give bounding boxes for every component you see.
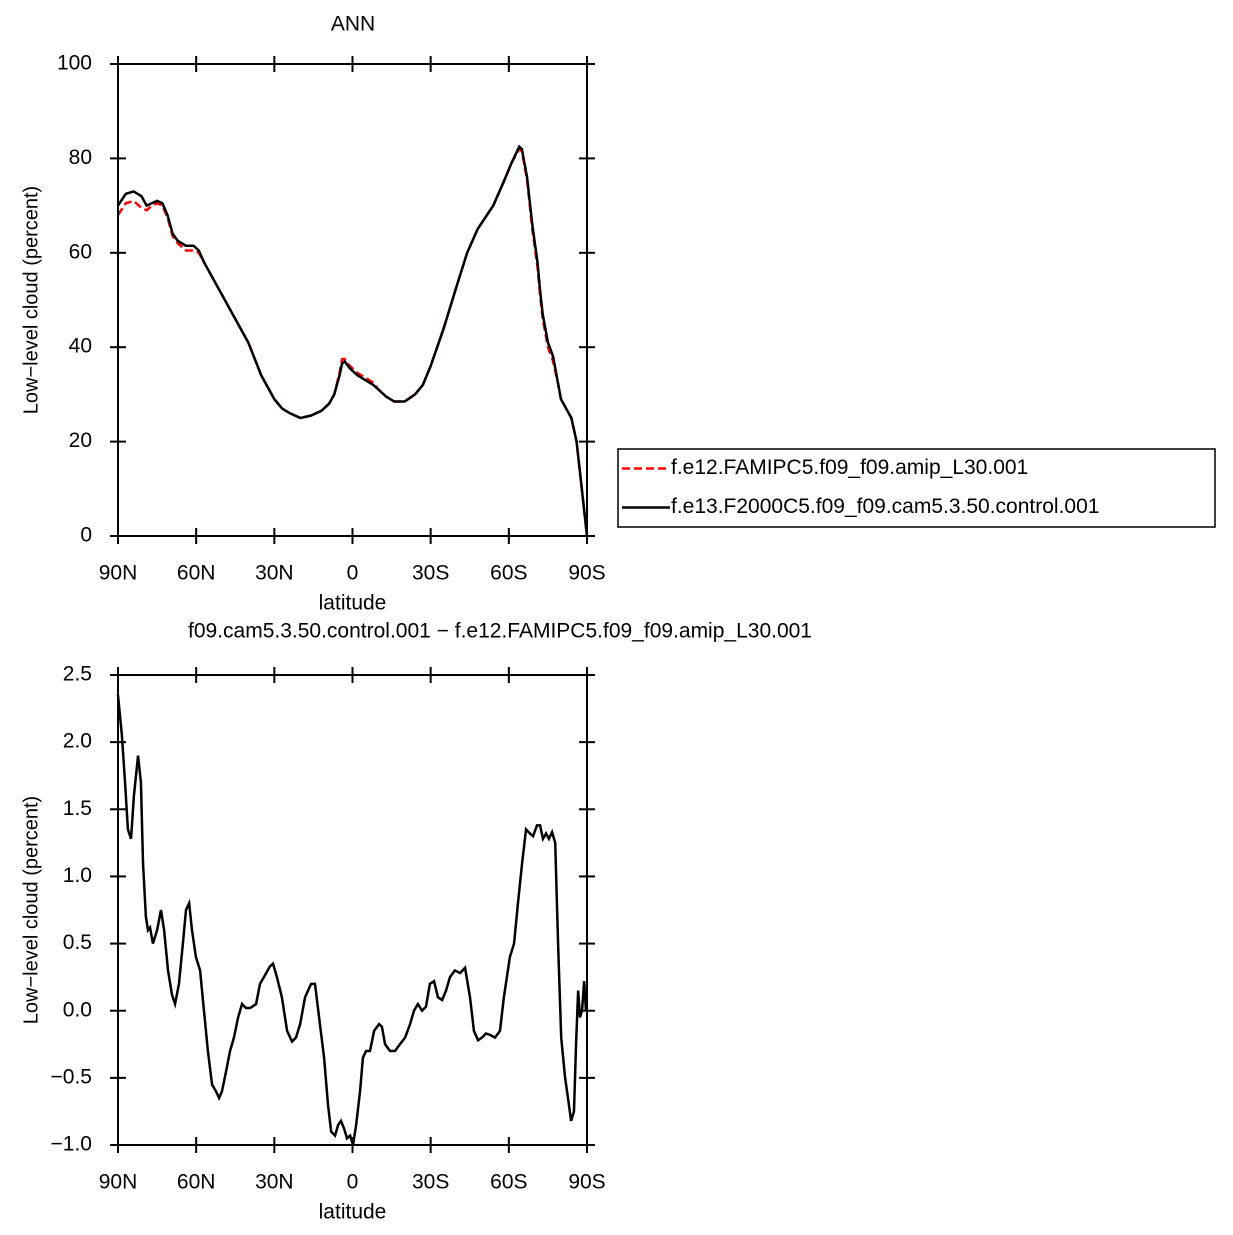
x-tick-label: 90N	[99, 562, 138, 585]
plot-frame	[117, 63, 588, 537]
data-line	[116, 144, 589, 537]
y-axis-label: Low−level cloud (percent)	[20, 186, 42, 414]
legend-label: f.e12.FAMIPC5.f09_f09.amip_L30.001	[671, 456, 1028, 479]
y-tick-label: −1.0	[51, 1133, 92, 1156]
y-tick-label: 80	[69, 146, 92, 169]
x-tick-label: 0	[347, 562, 359, 585]
x-tick-label: 30N	[255, 1171, 294, 1194]
legend-box	[617, 448, 1216, 528]
x-tick-label: 90S	[568, 1171, 605, 1194]
y-tick-label: 2.0	[63, 730, 92, 753]
x-tick-label: 60S	[490, 562, 527, 585]
x-tick-label: 30S	[412, 1171, 449, 1194]
y-tick-label: 1.0	[63, 864, 92, 887]
y-tick-label: 2.5	[63, 663, 92, 686]
legend-label: f.e13.F2000C5.f09_f09.cam5.3.50.control.…	[671, 495, 1099, 518]
y-tick-label: 40	[69, 335, 92, 358]
y-tick-label: 0	[80, 524, 92, 547]
chart-title: ANN	[331, 13, 375, 36]
chart-title: f09.cam5.3.50.control.001 − f.e12.FAMIPC…	[188, 620, 812, 643]
data-line	[116, 146, 589, 537]
x-tick-label: 60S	[490, 1171, 527, 1194]
x-tick-label: 30N	[255, 562, 294, 585]
plot-frame	[117, 674, 588, 1146]
x-axis-label: latitude	[319, 592, 387, 615]
x-tick-label: 0	[347, 1171, 359, 1194]
x-axis-label: latitude	[319, 1201, 387, 1224]
y-tick-label: 20	[69, 429, 92, 452]
y-tick-label: 0.5	[63, 931, 92, 954]
x-tick-label: 90S	[568, 562, 605, 585]
x-tick-label: 60N	[177, 562, 216, 585]
x-tick-label: 60N	[177, 1171, 216, 1194]
y-tick-label: 0.0	[63, 998, 92, 1021]
y-tick-label: 60	[69, 240, 92, 263]
x-tick-label: 90N	[99, 1171, 138, 1194]
y-tick-label: 100	[57, 52, 92, 75]
data-line	[116, 695, 588, 1146]
y-tick-label: 1.5	[63, 797, 92, 820]
y-axis-label: Low−level cloud (percent)	[20, 796, 42, 1024]
y-tick-label: −0.5	[51, 1065, 92, 1088]
x-tick-label: 30S	[412, 562, 449, 585]
